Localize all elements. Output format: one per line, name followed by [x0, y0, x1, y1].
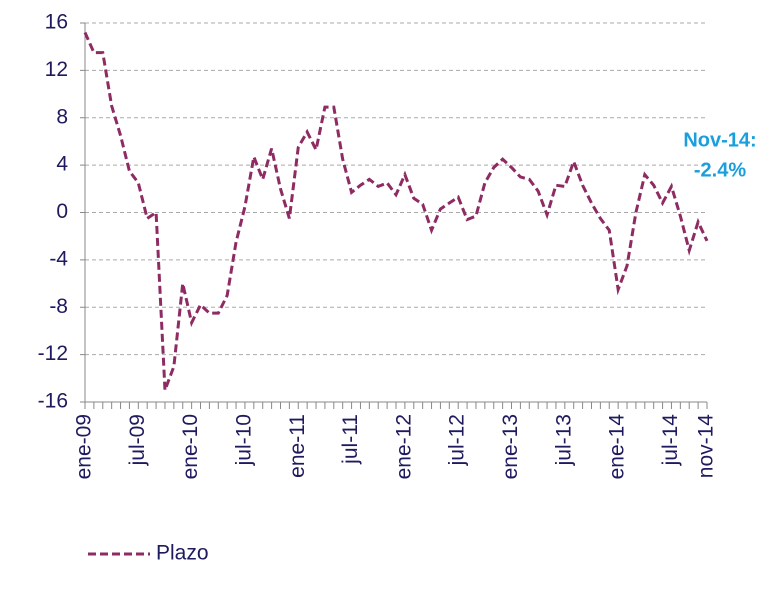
annotation: -2.4% [694, 159, 746, 181]
y-tick-label: 4 [56, 153, 68, 176]
legend-label: Plazo [156, 542, 209, 565]
x-tick-label: jul-09 [126, 414, 149, 466]
y-tick-label: 0 [56, 200, 68, 223]
annotation: Nov-14: [683, 129, 756, 151]
x-tick-label: jul-14 [659, 414, 682, 467]
x-tick-label: jul-12 [446, 414, 469, 466]
y-tick-label: -12 [38, 342, 68, 365]
x-tick-label: ene-11 [286, 414, 309, 478]
y-tick-label: -4 [49, 247, 68, 270]
x-tick-label: ene-13 [499, 414, 522, 479]
x-tick-label: nov-14 [695, 414, 718, 479]
x-tick-label: jul-10 [232, 414, 255, 466]
y-tick-label: -16 [38, 390, 68, 413]
data-line [83, 31, 709, 391]
y-tick-label: 16 [45, 11, 68, 34]
y-tick-label: -8 [49, 295, 68, 318]
x-tick-label: ene-09 [73, 414, 96, 479]
x-tick-label: jul-11 [339, 414, 362, 465]
x-tick-label: ene-12 [392, 414, 415, 479]
x-tick-label: ene-14 [606, 414, 629, 480]
x-tick-label: ene-10 [179, 414, 202, 479]
x-tick-label: jul-13 [552, 414, 575, 466]
y-tick-label: 8 [56, 105, 68, 128]
y-tick-label: 12 [45, 58, 68, 81]
